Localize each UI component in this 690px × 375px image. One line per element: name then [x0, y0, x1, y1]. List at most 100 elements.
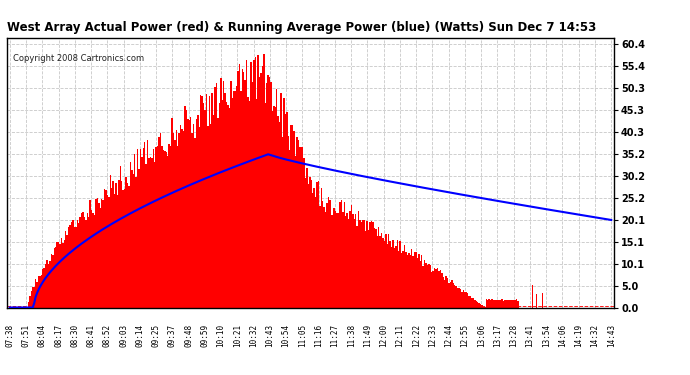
Bar — [244, 80, 246, 308]
Bar — [168, 144, 170, 308]
Bar — [381, 233, 382, 308]
Bar — [292, 124, 293, 308]
Text: 10:21: 10:21 — [233, 324, 242, 347]
Bar — [260, 73, 262, 308]
Bar — [415, 252, 417, 308]
Text: 13:06: 13:06 — [477, 324, 486, 347]
Bar — [219, 103, 220, 308]
Bar — [163, 150, 164, 308]
Bar — [115, 183, 117, 308]
Bar — [477, 302, 478, 307]
Bar — [342, 212, 344, 308]
Bar — [186, 110, 187, 308]
Bar — [393, 240, 394, 308]
Bar — [252, 82, 253, 308]
Bar — [460, 289, 461, 308]
Bar — [368, 230, 369, 308]
Bar — [466, 292, 467, 308]
Bar — [402, 251, 404, 308]
Bar — [190, 117, 191, 308]
Bar — [30, 291, 32, 308]
Bar — [450, 282, 451, 308]
Bar — [150, 157, 151, 308]
Bar — [458, 288, 460, 308]
Bar — [345, 216, 346, 308]
Bar — [410, 255, 411, 308]
Bar — [203, 103, 204, 308]
Bar — [28, 302, 29, 307]
Bar — [210, 124, 211, 308]
Bar — [124, 189, 126, 308]
Bar — [457, 288, 458, 308]
Bar — [184, 106, 186, 308]
Bar — [332, 215, 333, 308]
Bar — [331, 215, 332, 308]
Bar — [68, 227, 70, 308]
Bar — [424, 260, 425, 308]
Bar — [237, 71, 239, 308]
Text: 12:55: 12:55 — [460, 324, 469, 347]
Text: 09:48: 09:48 — [184, 324, 193, 347]
Bar — [493, 300, 494, 307]
Bar — [333, 209, 335, 308]
Bar — [39, 276, 41, 308]
Bar — [65, 231, 66, 308]
Bar — [531, 285, 533, 308]
Bar — [78, 223, 79, 308]
Bar — [395, 246, 397, 308]
Bar — [325, 213, 326, 308]
Bar — [83, 217, 85, 308]
Bar — [43, 268, 45, 308]
Text: 08:41: 08:41 — [86, 324, 95, 347]
Bar — [430, 264, 431, 308]
Bar — [364, 220, 365, 308]
Bar — [467, 293, 469, 308]
Bar — [82, 212, 83, 308]
Bar — [217, 118, 219, 308]
Bar — [309, 177, 310, 308]
Bar — [441, 273, 442, 308]
Bar — [196, 119, 197, 308]
Bar — [262, 66, 263, 308]
Bar — [312, 193, 313, 308]
Bar — [310, 180, 312, 308]
Bar — [272, 111, 273, 308]
Bar — [42, 269, 43, 308]
Bar — [259, 77, 260, 308]
Bar — [329, 200, 331, 308]
Bar — [353, 219, 355, 308]
Text: 13:41: 13:41 — [526, 324, 535, 347]
Bar — [386, 244, 388, 308]
Bar — [226, 102, 227, 308]
Bar — [232, 98, 233, 308]
Bar — [510, 300, 511, 307]
Bar — [50, 254, 52, 308]
Bar — [228, 108, 230, 307]
Bar — [411, 249, 413, 308]
Bar — [160, 133, 161, 308]
Bar — [74, 226, 75, 308]
Bar — [180, 124, 181, 308]
Bar — [440, 270, 441, 308]
Bar — [143, 148, 144, 308]
Bar — [175, 130, 177, 308]
Bar — [507, 300, 509, 307]
Bar — [187, 119, 188, 308]
Bar — [107, 195, 108, 308]
Bar — [236, 86, 237, 308]
Text: 10:43: 10:43 — [266, 324, 275, 347]
Bar — [286, 111, 288, 308]
Bar — [408, 253, 410, 308]
Bar — [418, 254, 420, 308]
Bar — [220, 78, 221, 308]
Bar — [99, 209, 101, 308]
Bar — [201, 96, 203, 308]
Bar — [285, 114, 286, 308]
Bar — [121, 181, 122, 308]
Text: West Array Actual Power (red) & Running Average Power (blue) (Watts) Sun Dec 7 1: West Array Actual Power (red) & Running … — [7, 21, 596, 34]
Bar — [38, 276, 39, 308]
Bar — [428, 264, 430, 308]
Bar — [111, 188, 112, 308]
Bar — [495, 300, 497, 307]
Bar — [61, 238, 62, 308]
